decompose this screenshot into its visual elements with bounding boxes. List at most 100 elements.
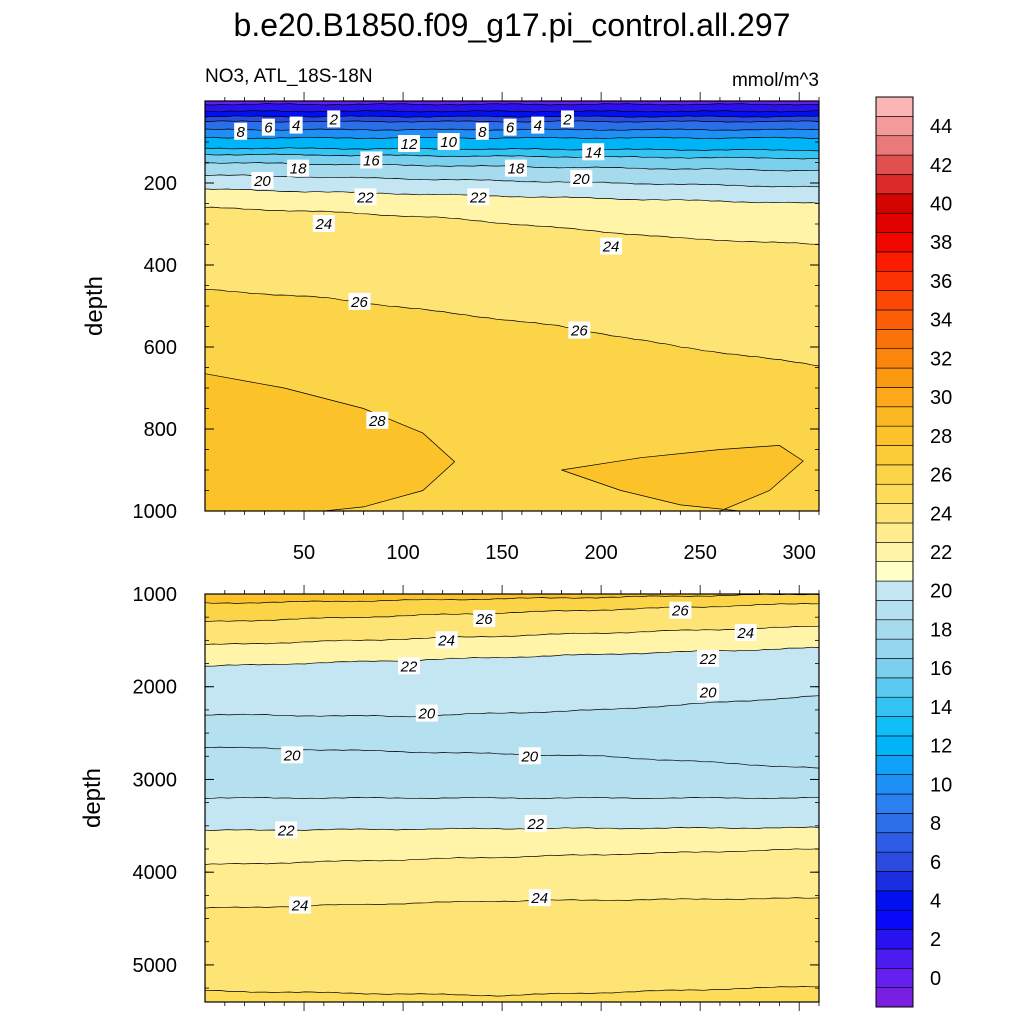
contour-label-bg (348, 292, 371, 310)
contour-label-bg (415, 704, 438, 722)
contour-label-bg (531, 116, 545, 134)
colorbar-swatch (875, 154, 914, 175)
contour-line (205, 848, 819, 865)
contour-line (205, 826, 819, 832)
contour-line (205, 103, 819, 106)
figure-title: b.e20.B1850.f09_g17.pi_control.all.297 (234, 7, 791, 43)
colorbar-label: 36 (930, 271, 952, 293)
colorbar-swatch (875, 600, 914, 621)
contour-label-bg (327, 110, 341, 128)
contour-label-bg (473, 610, 496, 628)
colorbar-swatch (875, 522, 914, 543)
colorbar-swatch (875, 948, 914, 969)
colorbar-label: 24 (930, 503, 952, 525)
colorbar-label: 16 (930, 658, 952, 680)
contour-label-text: 20 (699, 684, 717, 701)
colorbar-label: 4 (930, 891, 941, 913)
contour-label: 22 (398, 657, 421, 675)
contour-label-bg (287, 159, 310, 177)
colorbar-swatch (875, 967, 914, 988)
colorbar-swatch (875, 232, 914, 253)
contour-label-text: 24 (736, 625, 754, 642)
upper-contour-lines (205, 103, 819, 511)
colorbar-swatch (875, 987, 914, 1008)
contour-label: 4 (531, 116, 545, 135)
colorbar-swatch (875, 116, 914, 137)
x-tick-label: 300 (783, 542, 816, 564)
colorbar-swatch (875, 542, 914, 562)
contour-label: 20 (251, 171, 274, 190)
contour-label-text: 26 (350, 294, 368, 311)
contour-label: 20 (281, 746, 304, 764)
contour-label: 18 (504, 159, 527, 178)
colorbar-swatch (875, 329, 914, 350)
contour-line (561, 445, 804, 511)
upper-contour-fill (205, 101, 819, 511)
colorbar-swatch (875, 174, 914, 195)
contour-label-bg (435, 631, 458, 649)
contour-line (205, 986, 819, 997)
contour-label: 20 (415, 704, 438, 723)
y-tick-label: 1000 (133, 501, 178, 523)
lower-panel: 26 26 24 24 22 22 20 20 20 20 22 22 24 24 1000 2000 300… (79, 584, 820, 1011)
contour-line (205, 110, 819, 113)
contour-line (205, 188, 819, 204)
contour-label-bg (398, 135, 421, 153)
contour-label: 22 (697, 649, 720, 668)
x-tick-label: 200 (584, 542, 617, 564)
lower-contour-labels: 26 26 24 24 22 22 20 20 20 20 22 22 24 24 (275, 601, 757, 915)
contour-label-text: 16 (363, 152, 380, 169)
colorbar-swatch (875, 193, 914, 214)
contour-line (205, 115, 819, 118)
colorbar-label: 12 (930, 736, 952, 758)
contour-line (205, 206, 819, 245)
contour-label-text: 12 (401, 136, 418, 153)
contour-label: 24 (312, 215, 335, 233)
contour-label-text: 8 (478, 124, 487, 141)
upper-y-axis: 200 400 600 800 1000 (133, 100, 819, 523)
contour-label: 26 (568, 321, 591, 340)
contour-label: 8 (234, 122, 248, 141)
contour-label: 22 (467, 188, 490, 206)
contour-line (205, 147, 819, 152)
y-tick-label: 4000 (133, 862, 178, 884)
contour-label-bg (398, 657, 421, 675)
colorbar-swatch (875, 754, 914, 775)
colorbar-label: 14 (930, 697, 952, 719)
contour-label: 10 (437, 133, 460, 151)
colorbar-swatch (875, 735, 914, 756)
colorbar-swatch (875, 774, 914, 795)
contour-label-bg (475, 122, 489, 140)
contour-label: 24 (435, 631, 458, 649)
contour-label-text: 8 (236, 124, 245, 141)
contour-line (205, 695, 819, 718)
contour-label-text: 18 (290, 161, 307, 178)
colorbar-swatch (875, 212, 914, 233)
colorbar-swatch (875, 658, 914, 679)
colorbar-label: 32 (930, 348, 952, 370)
y-tick-label: 600 (144, 337, 177, 359)
lower-y-axis-label: depth (79, 768, 106, 828)
colorbar-label: 10 (930, 774, 952, 796)
contour-label-text: 26 (475, 611, 493, 628)
contour-label-bg (503, 118, 517, 136)
colorbar-label: 22 (930, 542, 952, 564)
contour-label: 28 (366, 411, 389, 430)
colorbar-swatch (875, 580, 914, 601)
colorbar-label: 6 (930, 852, 941, 874)
x-tick-label: 150 (485, 542, 518, 564)
y-tick-label: 2000 (133, 677, 178, 699)
contour-label-bg (528, 889, 551, 907)
colorbar-swatch (875, 832, 914, 853)
contour-label-text: 28 (368, 413, 386, 430)
y-tick-label: 400 (144, 255, 177, 277)
colorbar-swatch (875, 871, 914, 892)
contour-label-text: 22 (400, 658, 418, 675)
contour-line (205, 136, 819, 139)
contour-band (205, 373, 455, 511)
contour-label: 24 (528, 889, 551, 907)
x-tick-label: 100 (386, 542, 419, 564)
contour-label: 16 (360, 151, 383, 169)
